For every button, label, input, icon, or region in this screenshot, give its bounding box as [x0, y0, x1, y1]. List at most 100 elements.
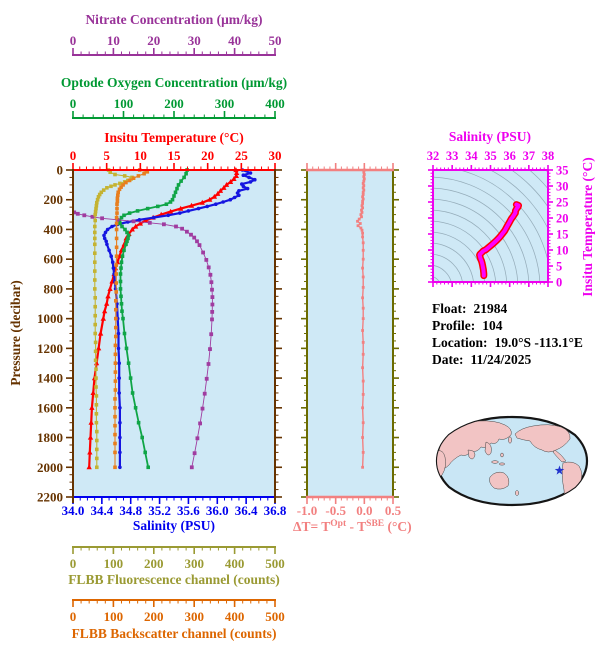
profile-row: Profile: 104: [432, 317, 583, 334]
date-label: Date:: [432, 352, 464, 367]
svg-text:300: 300: [184, 609, 204, 624]
svg-text:20: 20: [556, 212, 569, 226]
svg-text:1000: 1000: [37, 311, 63, 326]
svg-text:100: 100: [104, 556, 124, 571]
svg-text:200: 200: [144, 556, 164, 571]
oxygen-axis-title: Optode Oxygen Concentration (μm/kg): [61, 75, 287, 90]
svg-text:15: 15: [556, 228, 569, 242]
svg-text:25: 25: [235, 148, 249, 163]
delta-t-series: [356, 168, 366, 469]
svg-text:1200: 1200: [37, 341, 63, 356]
location-row: Location: 19.0°S -113.1°E: [432, 334, 583, 351]
svg-text:40: 40: [228, 33, 241, 48]
backscatter-axis-title: FLBB Backscatter channel (counts): [72, 626, 277, 641]
svg-text:10: 10: [134, 148, 147, 163]
svg-text:100: 100: [114, 96, 134, 111]
map-australia: [489, 471, 510, 490]
svg-text:200: 200: [144, 609, 164, 624]
svg-text:36: 36: [503, 149, 516, 163]
float-position-star: [554, 465, 565, 475]
location-value: 19.0°S -113.1°E: [494, 335, 583, 350]
pressure-axis-title: Pressure (decibar): [8, 280, 23, 386]
fluorescence-axis: 0 100 200 300 400 500: [70, 546, 285, 571]
ts-plot-area: [433, 170, 548, 282]
svg-text:0: 0: [70, 33, 77, 48]
svg-text:300: 300: [215, 96, 235, 111]
date-row: Date: 11/24/2025: [432, 351, 583, 368]
svg-text:0.5: 0.5: [385, 503, 402, 518]
date-value: 11/24/2025: [470, 352, 532, 367]
svg-text:35.2: 35.2: [148, 503, 171, 518]
svg-text:33: 33: [446, 149, 459, 163]
svg-text:400: 400: [265, 96, 285, 111]
map-india: [467, 449, 476, 460]
salinity-axis: 34.0 34.4 34.8 35.2 35.6 36.0 36.4 36.8: [62, 496, 287, 518]
svg-text:35: 35: [484, 149, 497, 163]
svg-text:20: 20: [201, 148, 214, 163]
map-north-america: [514, 424, 571, 453]
svg-text:36.8: 36.8: [264, 503, 287, 518]
svg-text:38: 38: [542, 149, 555, 163]
svg-text:1400: 1400: [37, 371, 63, 386]
ts-curve: [476, 201, 522, 280]
svg-text:100: 100: [104, 609, 124, 624]
map-indonesia: [491, 460, 499, 464]
svg-text:0: 0: [70, 148, 77, 163]
svg-text:36.4: 36.4: [235, 503, 258, 518]
map-central-america: [552, 449, 567, 463]
svg-text:36.0: 36.0: [206, 503, 229, 518]
temperature-axis: 0 5 10 15 20 25 30: [70, 148, 282, 171]
svg-text:0.0: 0.0: [356, 503, 372, 518]
backscatter-series: [113, 168, 150, 470]
svg-text:800: 800: [44, 281, 64, 296]
svg-text:35: 35: [556, 164, 569, 178]
fluorescence-axis-title: FLBB Fluorescence channel (counts): [68, 572, 280, 587]
float-label: Float:: [432, 301, 467, 316]
svg-text:30: 30: [556, 180, 569, 194]
float-value: 21984: [473, 301, 508, 316]
svg-text:34.0: 34.0: [62, 503, 85, 518]
svg-text:0: 0: [70, 96, 77, 111]
pressure-axis: 0 200 400 600 800 1000 1200 1400 1600 1800 2000 220…: [37, 163, 282, 505]
svg-text:34.8: 34.8: [119, 503, 142, 518]
svg-text:37: 37: [523, 149, 536, 163]
svg-text:10: 10: [107, 33, 120, 48]
svg-text:5: 5: [556, 260, 562, 274]
salinity-axis-title: Salinity (PSU): [133, 518, 215, 533]
svg-text:34.4: 34.4: [90, 503, 113, 518]
map-new-zealand: [515, 490, 519, 496]
svg-text:1800: 1800: [37, 430, 63, 445]
svg-text:-0.5: -0.5: [325, 503, 346, 518]
map-greenland: [565, 420, 577, 428]
location-label: Location:: [432, 335, 488, 350]
svg-text:1600: 1600: [37, 400, 63, 415]
profile-value: 104: [482, 318, 503, 333]
map-indonesia-2: [499, 462, 505, 466]
map-japan: [508, 436, 512, 444]
svg-text:5: 5: [103, 148, 110, 163]
svg-text:400: 400: [44, 222, 64, 237]
backscatter-axis: 0 100 200 300 400 500: [70, 599, 285, 624]
delta-t-axes: -1.0 -0.5 0.0 0.5: [297, 163, 402, 518]
nitrate-axis-title: Nitrate Concentration (μm/kg): [85, 12, 262, 27]
ts-salinity-axis-title: Salinity (PSU): [449, 129, 531, 144]
svg-text:34: 34: [465, 149, 478, 163]
nitrate-series: [72, 210, 215, 470]
svg-text:0: 0: [70, 609, 77, 624]
oxygen-axis: 0 100 200 300 400: [70, 96, 285, 119]
map-philippines: [500, 452, 504, 458]
chart-background-layer: [72, 167, 548, 497]
svg-text:0: 0: [556, 276, 562, 290]
temperature-axis-title: Insitu Temperature (°C): [104, 130, 243, 145]
svg-text:600: 600: [44, 252, 64, 267]
svg-text:32: 32: [427, 149, 440, 163]
svg-text:200: 200: [164, 96, 184, 111]
svg-text:30: 30: [188, 33, 201, 48]
svg-text:200: 200: [44, 192, 64, 207]
svg-text:20: 20: [147, 33, 160, 48]
svg-text:500: 500: [265, 556, 285, 571]
map-south-america: [561, 461, 582, 499]
svg-text:0: 0: [57, 163, 64, 178]
